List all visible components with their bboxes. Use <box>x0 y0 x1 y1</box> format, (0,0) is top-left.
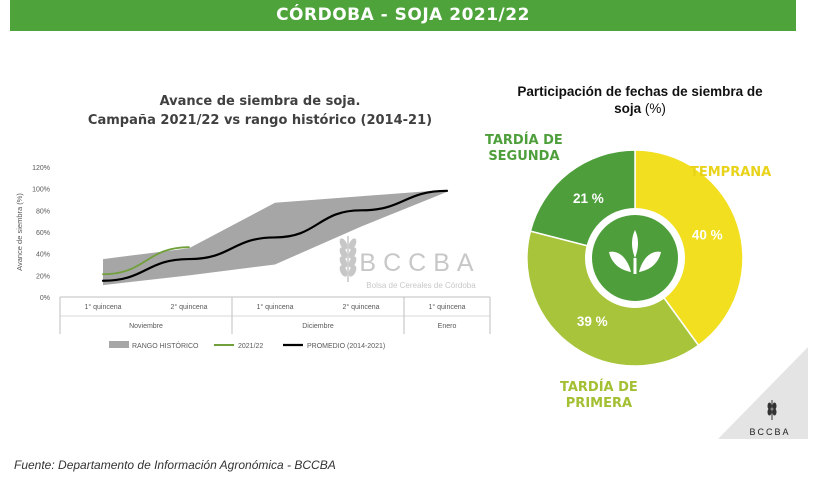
corner-logo-text: BCCBA <box>749 427 790 437</box>
legend-label-current: 2021/22 <box>238 343 263 350</box>
x-tick-label: 2° quincena <box>170 303 207 311</box>
wheat-icon <box>339 236 357 282</box>
sowing-dates-donut-chart: 40 % 39 % 21 % <box>526 149 744 367</box>
y-tick-label: 100% <box>32 187 50 194</box>
x-tick-label: 1° quincena <box>84 303 121 311</box>
sowing-progress-chart: 0% 20% 40% 60% 80% 100% 120% Avance de siembra … <box>15 165 491 350</box>
slice-name-line: PRIMERA <box>565 396 633 411</box>
y-tick-label: 120% <box>32 165 50 172</box>
slice-name-line: SEGUNDA <box>488 149 560 164</box>
x-group-label: Enero <box>438 323 457 330</box>
plant-leaf <box>632 230 638 258</box>
pie-slice <box>634 149 744 347</box>
pie-title-unit: (%) <box>644 101 666 116</box>
pie-value-label: 40 % <box>692 228 723 243</box>
wheat-grain <box>339 247 348 259</box>
current-season-line <box>102 246 190 276</box>
slice-name-line: TARDÍA DE <box>560 380 638 395</box>
y-tick-label: 40% <box>36 252 50 259</box>
plant-leaf <box>639 251 661 272</box>
y-tick-label: 0% <box>40 295 50 302</box>
pie-value-label: 21 % <box>573 191 604 206</box>
y-tick-label: 60% <box>36 230 50 237</box>
wheat-icon <box>767 400 777 420</box>
x-tick-label: 2° quincena <box>342 303 379 311</box>
legend-label-average: PROMEDIO (2014-2021) <box>307 343 385 350</box>
plant-leaf <box>609 251 631 272</box>
source-footer: Fuente: Departamento de Información Agro… <box>14 458 336 472</box>
average-line <box>101 189 449 282</box>
wheat-grain <box>348 238 357 250</box>
slice-name-tardia-segunda: TARDÍA DE SEGUNDA <box>485 133 563 165</box>
slice-name-temprana: TEMPRANA <box>690 165 771 181</box>
plant-stem <box>633 258 637 274</box>
pie-title-text: Participación de fechas de siembra de so… <box>517 84 763 116</box>
slice-name-tardia-primera: TARDÍA DE PRIMERA <box>560 380 638 412</box>
y-tick-label: 80% <box>36 208 50 215</box>
wheat-grain <box>348 265 357 277</box>
wheat-grain <box>339 238 348 250</box>
legend-label-range: RANGO HISTÓRICO <box>132 341 199 350</box>
x-group-label: Noviembre <box>129 323 163 330</box>
wheat-grain <box>339 256 348 268</box>
page-banner: CÓRDOBA - SOJA 2021/22 <box>10 0 796 31</box>
wheat-grain <box>339 265 348 277</box>
chart-title-line-2: Campaña 2021/22 vs rango histórico (2014… <box>87 113 433 128</box>
x-group-label: Diciembre <box>302 323 334 330</box>
watermark-subtitle: Bolsa de Cereales de Córdoba <box>366 281 476 290</box>
x-tick-label: 1° quincena <box>428 303 465 311</box>
slice-name-line: TEMPRANA <box>690 165 772 180</box>
pie-chart-title: Participación de fechas de siembra de so… <box>505 83 775 117</box>
wheat-grain <box>348 247 357 259</box>
x-tick-label: 1° quincena <box>256 303 293 311</box>
watermark-text: BCCBA <box>359 249 480 277</box>
chart-title-line-1: Avance de siembra de soja. <box>159 94 361 109</box>
legend-swatch-range <box>109 341 129 348</box>
y-tick-label: 20% <box>36 273 50 280</box>
wheat-grain <box>348 256 357 268</box>
slice-name-line: TARDÍA DE <box>485 133 563 148</box>
bccba-watermark: BCCBA Bolsa de Cereales de Córdoba <box>339 236 480 290</box>
corner-logo-triangle: BCCBA <box>718 347 808 439</box>
plant-icon <box>609 230 661 274</box>
y-axis-title: Avance de siembra (%) <box>15 193 24 271</box>
pie-value-label: 39 % <box>577 314 608 329</box>
